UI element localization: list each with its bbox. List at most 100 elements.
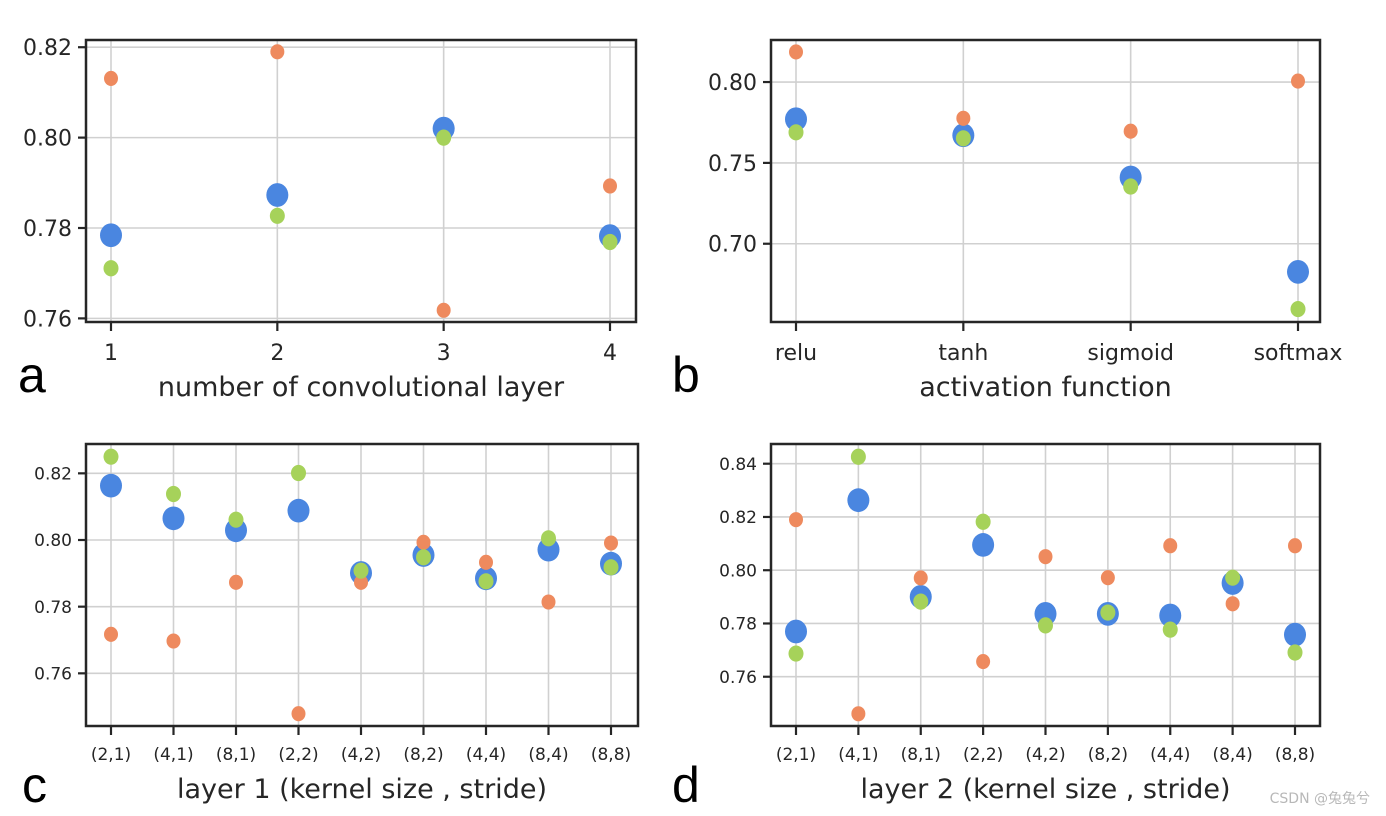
data-point-green bbox=[269, 207, 285, 224]
data-point-orange bbox=[479, 554, 493, 570]
x-tick-label: (2,1) bbox=[91, 745, 131, 765]
data-point-blue bbox=[972, 533, 995, 557]
x-tick-label: (4,1) bbox=[153, 745, 193, 765]
plot-frame bbox=[769, 38, 1322, 324]
data-point-green bbox=[291, 464, 306, 482]
data-point-green bbox=[1123, 178, 1139, 195]
data-point-blue bbox=[287, 498, 310, 523]
data-point-orange bbox=[229, 574, 243, 590]
x-tick-label: (8,1) bbox=[901, 745, 941, 765]
y-tick-label: 0.78 bbox=[719, 615, 757, 635]
data-point-orange bbox=[1038, 549, 1053, 565]
plot-frame bbox=[84, 38, 638, 324]
data-point-orange bbox=[541, 594, 556, 610]
data-point-orange bbox=[436, 302, 451, 318]
series-green bbox=[103, 129, 618, 277]
series-blue bbox=[785, 107, 1309, 284]
panel-b: 0.70 0.75 0.80 relu tanh sigmoid softmax activa… bbox=[672, 38, 1343, 403]
data-point-blue bbox=[100, 473, 122, 498]
data-point-orange bbox=[1163, 538, 1178, 554]
data-point-blue bbox=[100, 223, 122, 248]
x-tick-label: relu bbox=[775, 341, 817, 366]
data-point-orange bbox=[956, 110, 971, 126]
panel-letter: d bbox=[672, 757, 700, 813]
x-tick-label: (8,2) bbox=[1088, 745, 1128, 765]
data-point-blue bbox=[1159, 603, 1182, 628]
x-tick-label: (4,1) bbox=[838, 745, 878, 765]
panel-letter: a bbox=[18, 347, 46, 403]
x-axis-label: number of convolutional layer bbox=[158, 372, 565, 403]
data-point-orange bbox=[1225, 596, 1240, 612]
y-tick-label: 0.80 bbox=[719, 561, 757, 581]
series-green bbox=[103, 448, 619, 590]
data-point-green bbox=[913, 593, 929, 610]
x-tick-label: (8,4) bbox=[528, 745, 568, 765]
x-tick-label: tanh bbox=[938, 341, 988, 366]
data-point-green bbox=[850, 448, 866, 465]
data-point-orange bbox=[291, 706, 306, 722]
x-tick-label: softmax bbox=[1254, 341, 1343, 366]
data-point-green bbox=[788, 645, 804, 662]
series-green bbox=[788, 124, 1306, 318]
y-tick-label: 0.76 bbox=[23, 307, 72, 332]
data-point-green bbox=[436, 129, 452, 146]
data-point-orange bbox=[1123, 123, 1138, 139]
x-tick-label: (2,2) bbox=[963, 745, 1003, 765]
data-point-orange bbox=[789, 44, 803, 60]
x-tick-label: 1 bbox=[104, 341, 118, 366]
data-point-orange bbox=[104, 626, 118, 642]
panel-a: 0.76 0.78 0.80 0.82 1 2 3 4 number of convolutio… bbox=[18, 36, 638, 403]
data-point-orange bbox=[270, 44, 285, 60]
data-point-orange bbox=[354, 574, 368, 590]
data-point-green bbox=[1287, 644, 1303, 661]
data-point-green bbox=[103, 260, 119, 277]
x-axis-label: activation function bbox=[919, 372, 1172, 403]
data-point-green bbox=[1038, 617, 1053, 634]
x-tick-label: (8,1) bbox=[216, 745, 256, 765]
x-tick-label: (4,4) bbox=[1150, 745, 1190, 765]
y-tick-label: 0.75 bbox=[708, 152, 757, 177]
panel-c: 0.76 0.78 0.80 0.82 (2,1) (4,1) (8,1) (2,2) (4,2… bbox=[22, 442, 640, 813]
y-tick-label: 0.78 bbox=[34, 598, 72, 618]
x-tick-label: 3 bbox=[437, 341, 451, 366]
series-orange bbox=[789, 44, 1305, 139]
data-point-green bbox=[228, 511, 244, 528]
data-point-blue bbox=[1034, 602, 1057, 626]
data-point-orange bbox=[416, 534, 431, 550]
data-point-orange bbox=[976, 653, 991, 670]
data-point-green bbox=[955, 130, 971, 147]
data-point-green bbox=[1162, 621, 1178, 638]
y-tick-label: 0.82 bbox=[719, 508, 757, 528]
x-tick-label: (2,1) bbox=[776, 745, 816, 765]
data-point-blue bbox=[162, 506, 185, 531]
y-tick-label: 0.82 bbox=[34, 464, 72, 484]
y-tick-label: 0.80 bbox=[708, 71, 757, 96]
data-point-orange bbox=[104, 70, 118, 86]
series-orange bbox=[789, 512, 1302, 722]
x-axis-label: layer 2 (kernel size , stride) bbox=[861, 774, 1231, 805]
panel-d: 0.76 0.78 0.80 0.82 0.84 (2,1) (4,1) (8,1) (2,2)… bbox=[672, 442, 1322, 813]
y-tick-label: 0.70 bbox=[708, 233, 757, 258]
x-tick-label: (8,4) bbox=[1212, 745, 1252, 765]
x-tick-label: 2 bbox=[270, 341, 284, 366]
watermark: CSDN @兔兔兮 bbox=[1269, 791, 1370, 807]
data-point-orange bbox=[789, 512, 803, 528]
x-tick-label: (4,2) bbox=[1025, 745, 1065, 765]
y-tick-label: 0.82 bbox=[23, 36, 72, 61]
data-point-green bbox=[975, 513, 991, 530]
data-point-green bbox=[166, 485, 181, 503]
x-tick-label: (8,8) bbox=[1275, 745, 1315, 765]
x-tick-label: (4,4) bbox=[466, 745, 506, 765]
data-point-green bbox=[103, 448, 119, 465]
data-point-orange bbox=[603, 178, 617, 194]
panel-letter: c bbox=[22, 757, 47, 813]
data-point-orange bbox=[1291, 73, 1305, 89]
panel-letter: b bbox=[672, 347, 700, 403]
x-tick-label: (8,2) bbox=[403, 745, 443, 765]
series-orange bbox=[104, 534, 618, 722]
data-point-orange bbox=[1100, 570, 1115, 586]
data-point-green bbox=[353, 562, 369, 579]
x-axis-label: layer 1 (kernel size , stride) bbox=[177, 774, 547, 805]
y-tick-label: 0.80 bbox=[34, 531, 72, 551]
data-point-green bbox=[602, 233, 618, 251]
